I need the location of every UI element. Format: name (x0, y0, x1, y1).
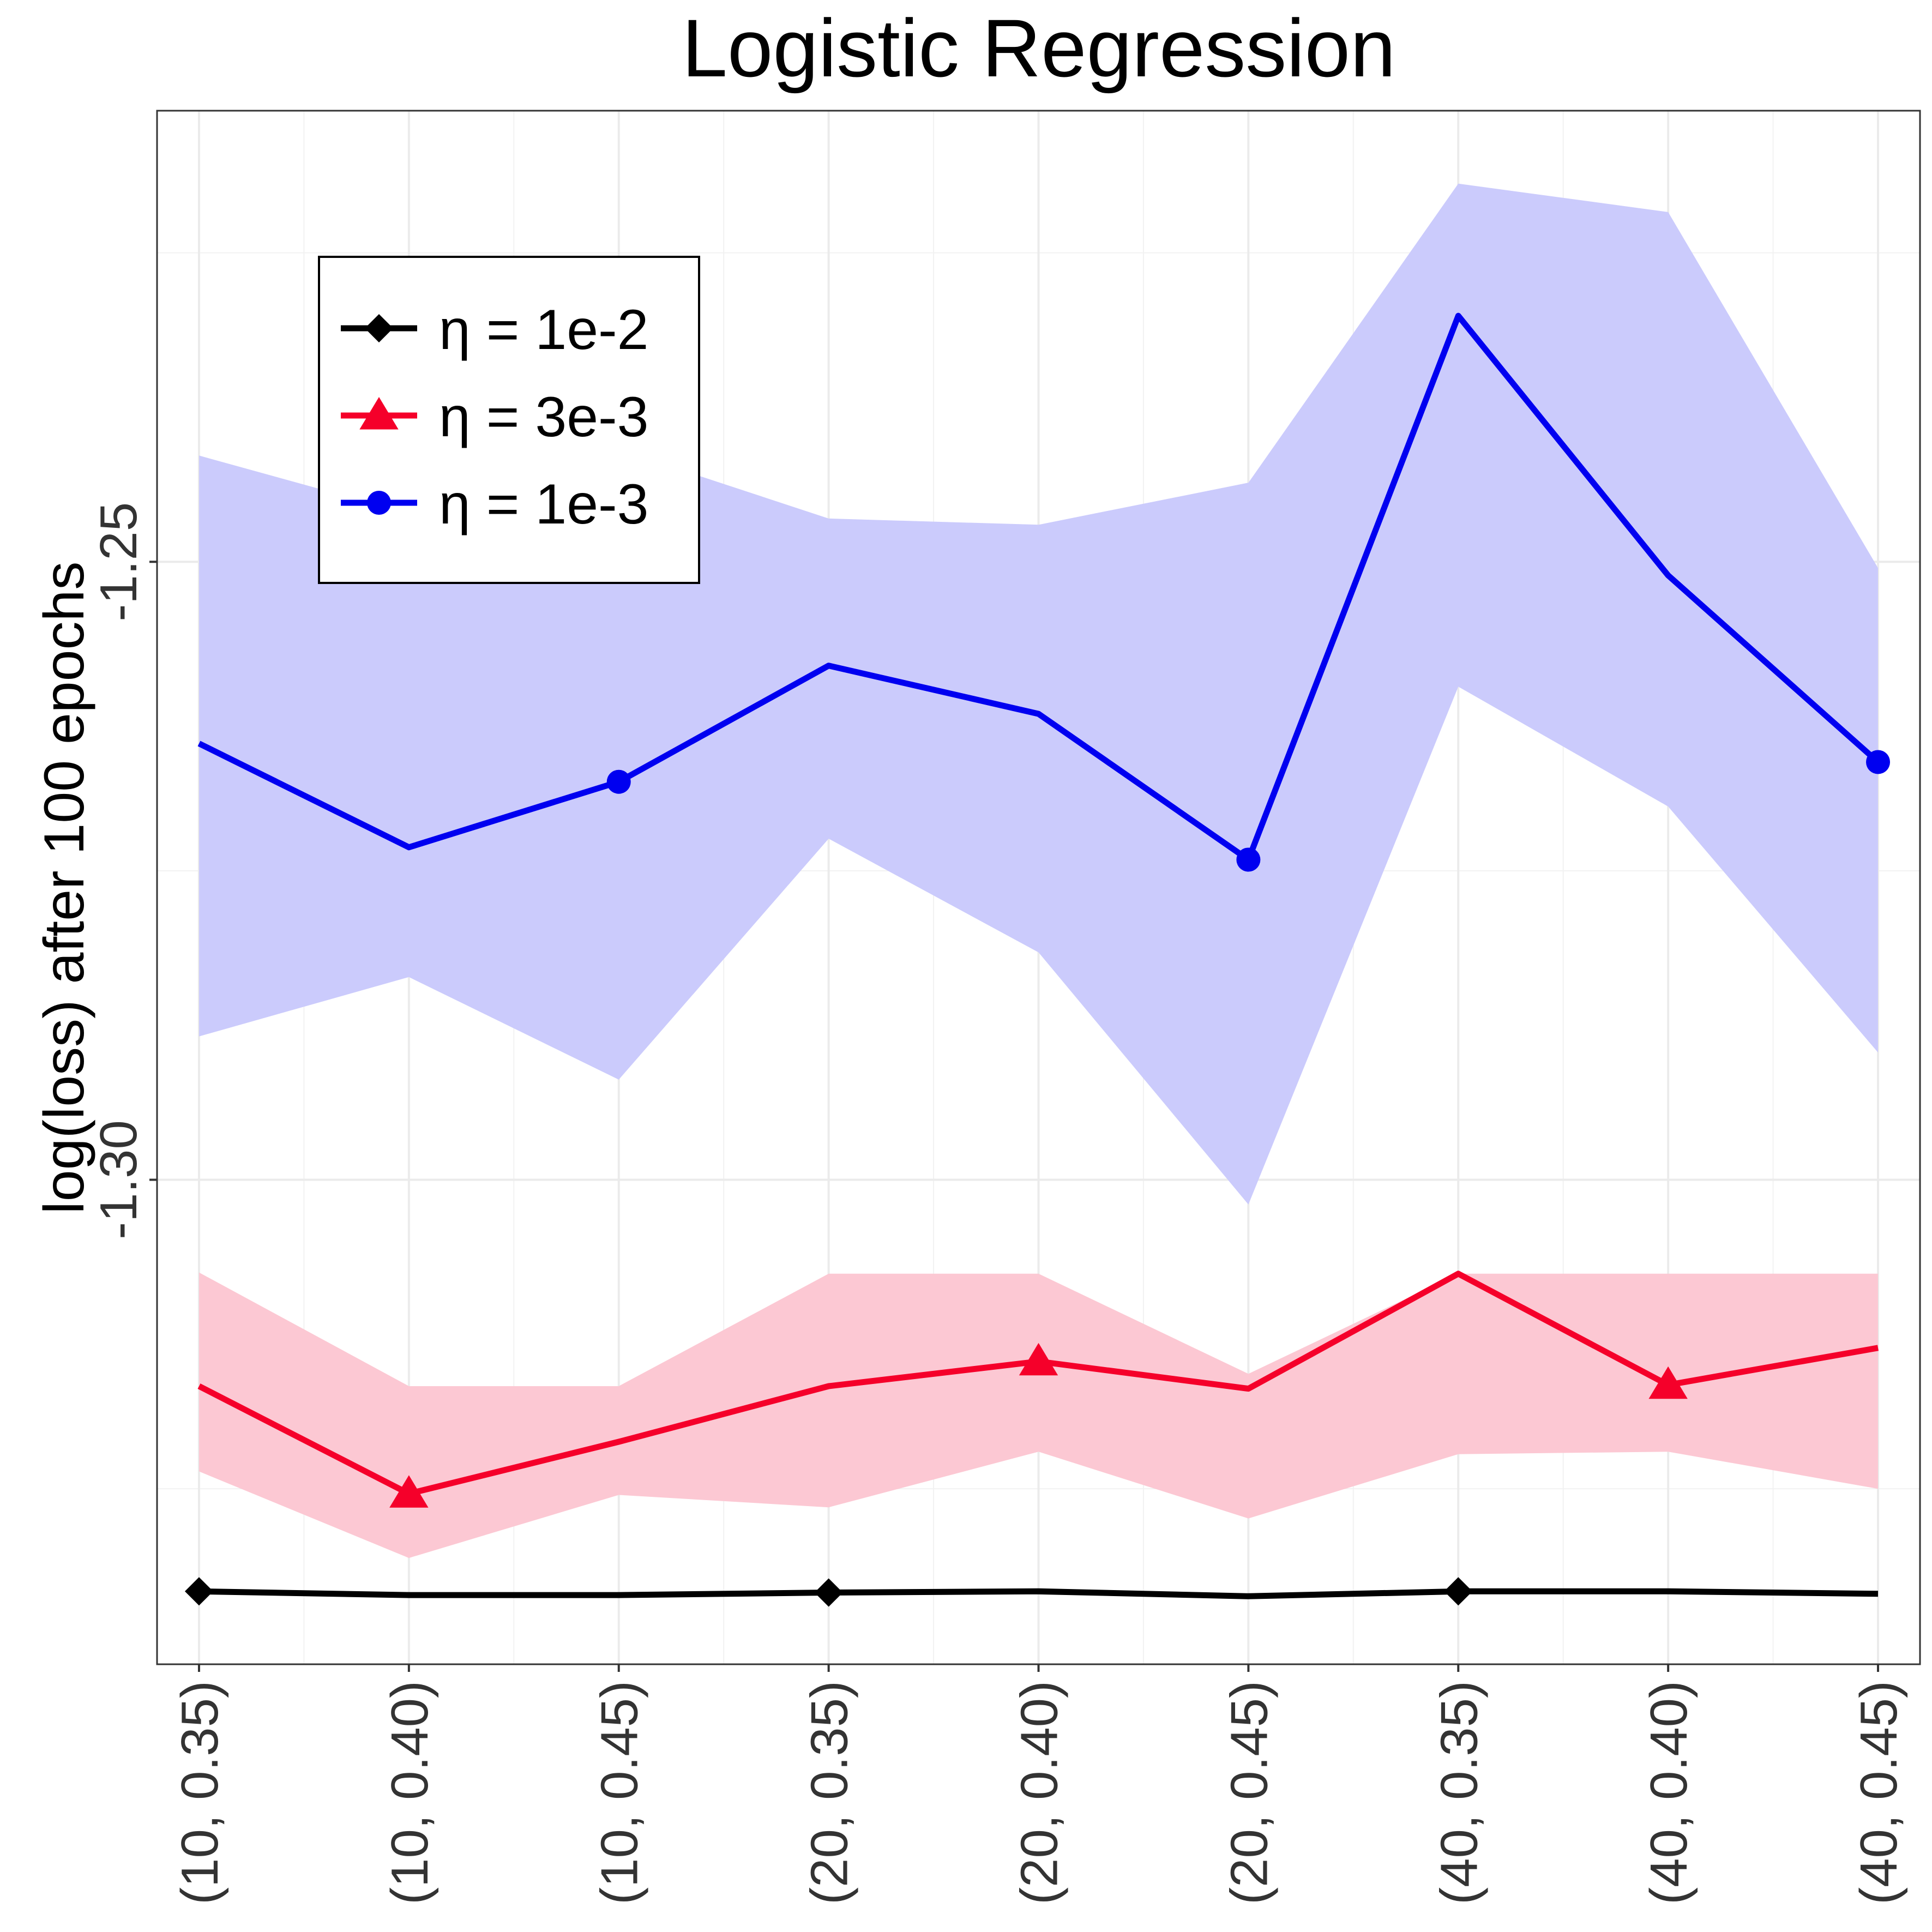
marker-series-3 (1866, 750, 1891, 774)
y-axis: -1.30 -1.25 (89, 502, 157, 1239)
marker-series-1 (1444, 1577, 1473, 1606)
y-axis-label: log(loss) after 100 epochs (33, 562, 96, 1214)
legend-marker-2 (359, 397, 399, 430)
legend-label-1: η = 1e-2 (439, 298, 649, 362)
x-tick-label: (20, 0.45) (1220, 1681, 1278, 1905)
y-tick-label: -1.30 (89, 1120, 148, 1239)
marker-series-3 (606, 769, 631, 794)
x-tick-label: (40, 0.40) (1640, 1681, 1698, 1905)
x-tick-label: (10, 0.40) (381, 1681, 439, 1905)
legend-label-3: η = 1e-3 (439, 473, 649, 536)
series-markers (184, 750, 1891, 1607)
band-series-3 (199, 183, 1878, 1205)
confidence-bands (199, 183, 1878, 1558)
x-tick-label: (10, 0.35) (171, 1681, 229, 1905)
marker-series-1 (184, 1577, 213, 1606)
x-tick-label: (20, 0.40) (1010, 1681, 1069, 1905)
marker-series-3 (1236, 847, 1261, 872)
marker-series-2 (1019, 1343, 1058, 1376)
x-tick-label: (40, 0.35) (1430, 1681, 1488, 1905)
x-tick-label: (10, 0.45) (591, 1681, 649, 1905)
x-tick-label: (40, 0.45) (1850, 1681, 1908, 1905)
x-tick-label: (20, 0.35) (801, 1681, 859, 1905)
legend-marker-1 (365, 314, 393, 342)
chart-title: Logistic Regression (682, 2, 1396, 94)
legend: η = 1e-2 η = 3e-3 η = 1e-3 (318, 256, 700, 584)
marker-series-1 (814, 1578, 843, 1607)
marker-series-2 (389, 1475, 429, 1508)
line-series-1 (198, 1588, 1879, 1599)
x-axis: (10, 0.35) (10, 0.40) (10, 0.45) (20, 0.35)… (171, 1664, 1908, 1905)
line-series-3 (197, 312, 1880, 863)
legend-marker-3 (367, 491, 391, 515)
marker-series-2 (1648, 1366, 1688, 1399)
band-series-2 (199, 1272, 1878, 1558)
legend-label-2: η = 3e-3 (439, 386, 649, 449)
y-tick-label: -1.25 (89, 502, 148, 622)
